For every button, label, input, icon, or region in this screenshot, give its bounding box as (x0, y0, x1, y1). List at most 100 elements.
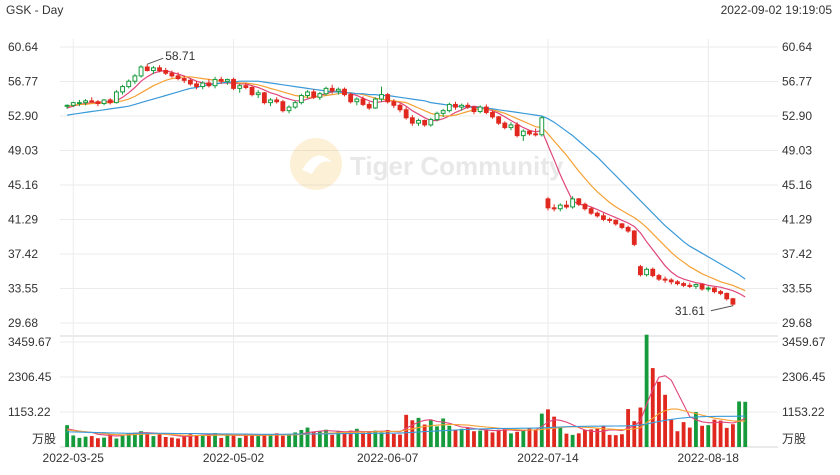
volume-bar (613, 435, 618, 447)
candle-down (342, 88, 347, 96)
volume-bar (65, 425, 69, 447)
candle-down (533, 133, 539, 136)
volume-bar (502, 428, 507, 447)
volume-ma-mid-line (67, 408, 746, 437)
volume-bar (472, 431, 476, 447)
candlesticks (64, 64, 736, 306)
candle-down (619, 223, 625, 228)
candle-down (453, 103, 458, 108)
volume-bar (669, 419, 674, 447)
volume-bar (391, 433, 396, 447)
volume-bar (718, 420, 723, 447)
volume-bar (163, 436, 168, 447)
candle-down (545, 198, 551, 209)
candle-down (490, 111, 495, 118)
candle-up (446, 103, 452, 112)
volume-bar (354, 428, 359, 447)
volume-bar (287, 435, 291, 447)
volume-tick-label-right: 2306.45 (782, 370, 826, 384)
chart-header-timestamp: 2022-09-02 19:19:05 (720, 3, 832, 17)
price-tick-label-left: 49.03 (8, 144, 38, 158)
candle-down (718, 291, 723, 294)
low-annotation-label: 31.61 (675, 304, 705, 318)
volume-bar (607, 434, 612, 447)
candle-down (175, 75, 181, 80)
candle-down (218, 78, 224, 82)
volume-bar (650, 368, 655, 447)
volume-bar (83, 436, 88, 447)
volume-bar (490, 432, 495, 447)
price-tick-label-left: 29.68 (8, 316, 38, 330)
volume-bar (546, 409, 550, 447)
volume-bar (465, 427, 470, 447)
volume-bar (428, 420, 433, 447)
candle-up (138, 66, 144, 77)
volume-bar (731, 424, 735, 447)
candle-down (687, 284, 693, 287)
volume-bar (478, 430, 483, 447)
candle-up (83, 100, 88, 104)
chart-header-symbol: GSK - Day (6, 3, 64, 17)
volume-bar (89, 436, 94, 447)
candle-up (224, 78, 230, 82)
price-tick-label-left: 45.16 (8, 178, 38, 192)
volume-bar (182, 436, 187, 447)
volume-bar (589, 429, 594, 447)
candle-up (428, 119, 434, 126)
candle-down (594, 212, 600, 217)
candle-up (132, 75, 138, 82)
volume-bar (132, 432, 137, 447)
volume-bar (274, 433, 279, 447)
candle-up (539, 117, 545, 136)
candle-down (712, 287, 717, 293)
price-tick-label-right: 52.90 (782, 109, 812, 123)
volume-bar (533, 429, 538, 447)
candle-down (699, 283, 705, 290)
candle-up (101, 99, 107, 105)
volume-bar (410, 420, 415, 447)
volume-bar (564, 433, 569, 447)
volume-bar (213, 433, 217, 447)
volume-bar (311, 432, 316, 447)
volume-bar (206, 433, 211, 447)
volume-bar (126, 433, 131, 447)
candle-down (582, 203, 588, 210)
candle-up (335, 88, 341, 92)
candle-up (298, 94, 304, 104)
price-tick-label-left: 41.29 (8, 213, 38, 227)
volume-bar (515, 431, 520, 447)
volume-bar (237, 437, 242, 447)
tiger-logo-stripe (302, 155, 332, 174)
candle-down (613, 219, 619, 225)
volume-bar (336, 431, 341, 447)
candle-down (206, 82, 212, 87)
low-annotation-leader (710, 305, 734, 312)
volume-bar (447, 425, 452, 447)
volume-bar (305, 427, 310, 447)
volume-bar (268, 434, 273, 447)
volume-bar (330, 434, 335, 447)
candle-down (409, 117, 415, 124)
candle-down (385, 94, 391, 103)
volume-bar (496, 429, 501, 447)
candle-up (644, 268, 650, 276)
candle-down (471, 106, 477, 113)
volume-bar (169, 437, 174, 447)
volume-bar (509, 433, 513, 447)
volume-bar (552, 416, 557, 447)
volume-bar (367, 431, 372, 447)
volume-bar (200, 434, 205, 447)
volume-bar (663, 394, 668, 447)
candle-down (163, 70, 169, 74)
candle-down (360, 98, 366, 105)
candle-up (570, 198, 576, 208)
candle-down (89, 100, 95, 103)
volume-bar (176, 438, 180, 447)
price-tick-label-right: 56.77 (782, 75, 812, 89)
candle-up (286, 106, 292, 112)
volume-bar (583, 430, 587, 447)
volume-bar (712, 419, 717, 447)
volume-bar (453, 429, 458, 447)
candle-up (77, 102, 82, 105)
